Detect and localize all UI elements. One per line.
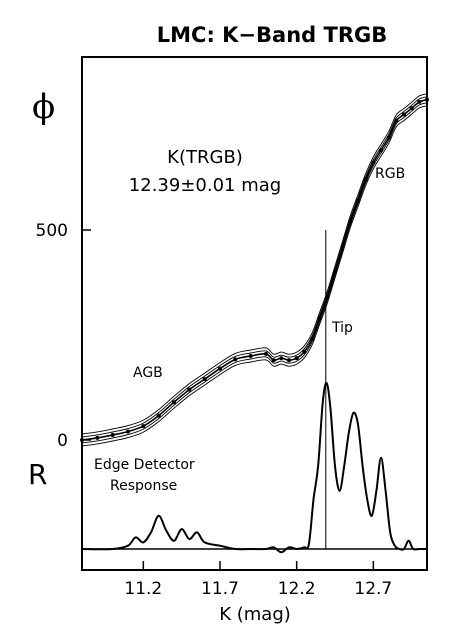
edge-detector-annotation: Edge Detector <box>94 457 195 473</box>
lf-point <box>425 97 429 102</box>
phi-axis-symbol: ϕ <box>32 87 55 127</box>
lf-point <box>294 356 299 361</box>
edge-response-line <box>81 381 427 554</box>
lf-point <box>340 244 345 249</box>
lf-point <box>271 358 276 363</box>
x-axis-label: K (mag) <box>219 604 291 625</box>
lf-point <box>302 349 307 354</box>
lf-point <box>202 377 207 382</box>
lf-point <box>310 337 314 342</box>
lf-point <box>287 358 291 363</box>
lf-point <box>333 270 337 274</box>
lf-point <box>95 435 100 440</box>
lf-envelope-line <box>81 96 428 438</box>
lf-point <box>156 413 161 418</box>
result-value: 12.39±0.01 mag <box>129 175 281 196</box>
lf-point <box>348 219 353 224</box>
x-tick-label: 11.2 <box>124 579 162 599</box>
lf-point <box>279 356 284 361</box>
lf-point <box>187 387 192 392</box>
lf-line <box>81 99 428 441</box>
lf-point <box>172 400 176 405</box>
rgb-annotation: RGB <box>375 166 405 182</box>
lf-point <box>248 354 253 358</box>
edge-detector-response <box>81 381 427 554</box>
lf-point <box>409 106 414 111</box>
x-tick-label: 12.2 <box>278 579 316 599</box>
lf-point <box>379 148 383 153</box>
chart-title: LMC: K−Band TRGB <box>157 23 387 47</box>
lf-point <box>141 424 146 429</box>
x-tick-label: 12.7 <box>354 579 392 599</box>
lf-envelope-line <box>81 105 428 447</box>
x-tick-label: 11.7 <box>201 579 239 599</box>
lf-point <box>417 99 422 104</box>
result-label: K(TRGB) <box>167 147 243 168</box>
tip-annotation: Tip <box>331 320 353 336</box>
lf-envelope-line <box>81 102 428 444</box>
lf-point <box>402 112 406 117</box>
lf-point <box>126 429 130 434</box>
lf-point <box>233 357 238 362</box>
lf-point <box>110 433 115 437</box>
agb-annotation: AGB <box>133 365 163 381</box>
lf-point <box>218 366 222 371</box>
lf-point <box>394 118 399 123</box>
axis-ticks: 11.2 11.7 12.2 12.7 0 500 <box>36 221 393 599</box>
response-axis-symbol: R <box>28 458 47 491</box>
luminosity-function <box>80 93 429 447</box>
y-tick-label: 500 <box>36 221 68 241</box>
lf-point <box>371 160 376 165</box>
y-tick-label: 0 <box>57 431 68 451</box>
plot-frame <box>81 56 428 571</box>
lf-point <box>264 351 268 356</box>
lf-point <box>356 198 360 203</box>
lf-envelope-line <box>81 93 428 435</box>
lf-point <box>363 177 368 182</box>
lf-point <box>317 316 322 321</box>
response-annotation: Response <box>110 478 177 494</box>
lf-point <box>386 135 391 140</box>
